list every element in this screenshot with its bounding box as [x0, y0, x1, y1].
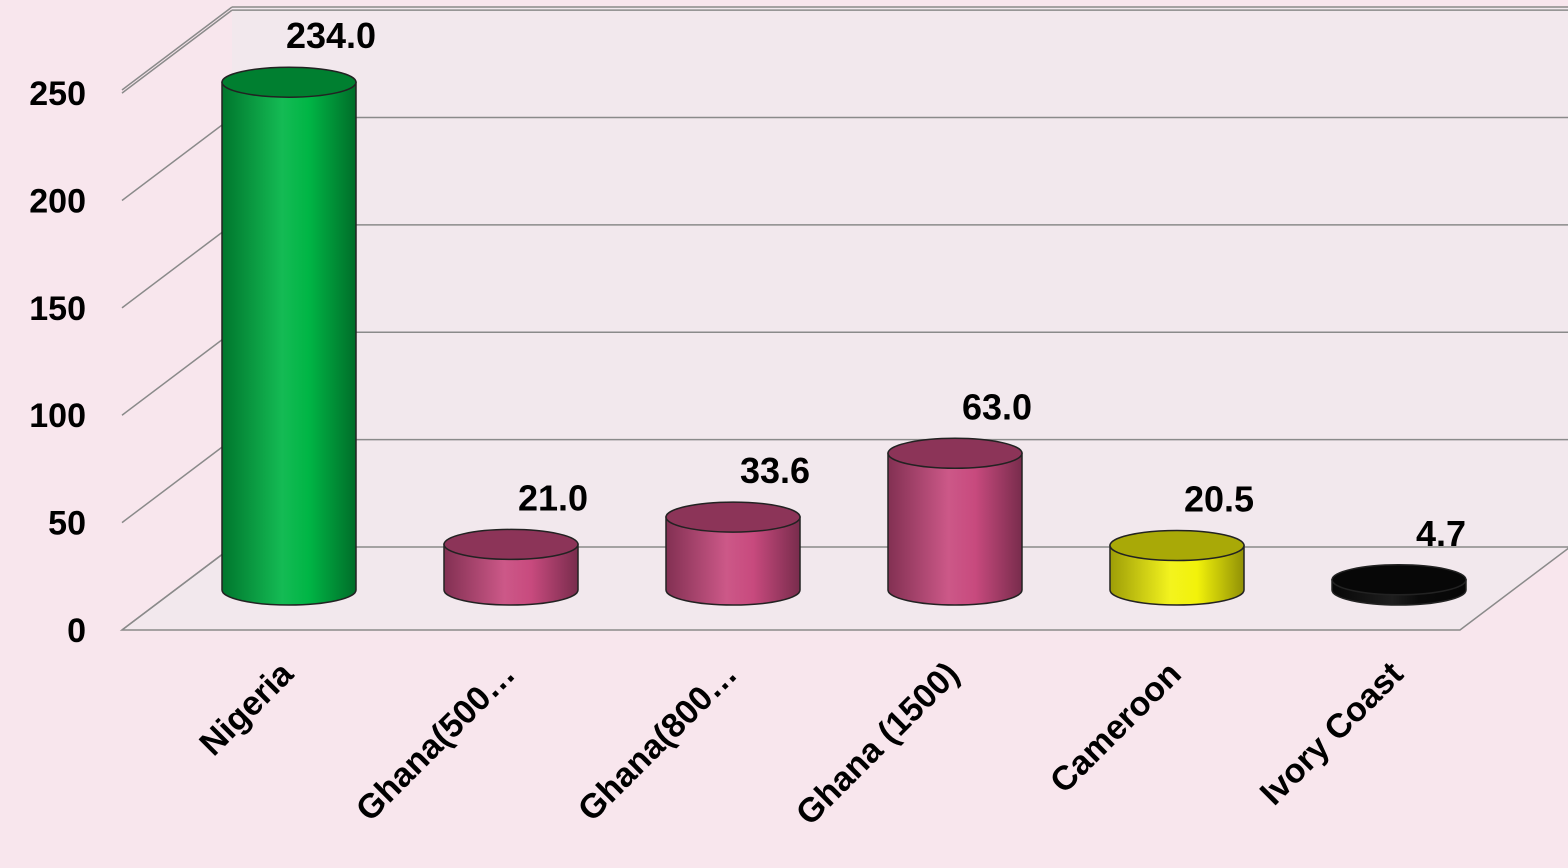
data-label-5: 4.7: [1416, 513, 1466, 554]
y-tick-label: 100: [29, 397, 86, 435]
side-wall-line: [121, 6, 233, 91]
bar-top-0: [221, 66, 357, 98]
y-tick-label: 250: [29, 75, 86, 113]
bar-1: [443, 543, 579, 606]
category-label-4: Cameroon: [1043, 655, 1189, 801]
bar-0: [221, 81, 357, 606]
category-label-3: Ghana (1500): [789, 655, 967, 833]
category-label-0: Nigeria: [192, 654, 301, 763]
bar-top-1: [443, 528, 579, 561]
data-label-1: 21.0: [518, 477, 588, 518]
side-wall-line: [121, 224, 233, 309]
side-wall-line: [121, 439, 233, 524]
category-label-2: Ghana(800…: [571, 655, 745, 829]
category-label-5: Ivory Coast: [1253, 655, 1411, 813]
side-wall-line: [121, 331, 233, 416]
back-wall: [232, 7, 1568, 547]
bar-top-4: [1109, 529, 1245, 562]
y-tick-label: 50: [48, 505, 86, 543]
data-label-0: 234.0: [286, 15, 376, 56]
side-wall-line: [121, 9, 233, 94]
bar-top-2: [665, 501, 801, 533]
y-tick-label: 150: [29, 290, 86, 328]
bar-top-5: [1331, 564, 1467, 596]
side-wall-line: [121, 546, 233, 631]
plot-area: 0 50 100 150 200 250 234.0 Nigeria 21.0 Ghana(500…: [29, 6, 1568, 833]
side-wall-line: [121, 116, 233, 202]
bar-3: [887, 452, 1023, 606]
y-tick-label: 0: [67, 612, 86, 650]
y-tick-label: 200: [29, 182, 86, 220]
data-label-2: 33.6: [740, 450, 810, 491]
bar-2: [665, 516, 801, 606]
data-label-4: 20.5: [1184, 479, 1254, 520]
data-label-3: 63.0: [962, 386, 1032, 427]
bar-top-3: [887, 437, 1023, 470]
category-label-1: Ghana(500…: [349, 655, 523, 829]
bar-4: [1109, 544, 1245, 606]
